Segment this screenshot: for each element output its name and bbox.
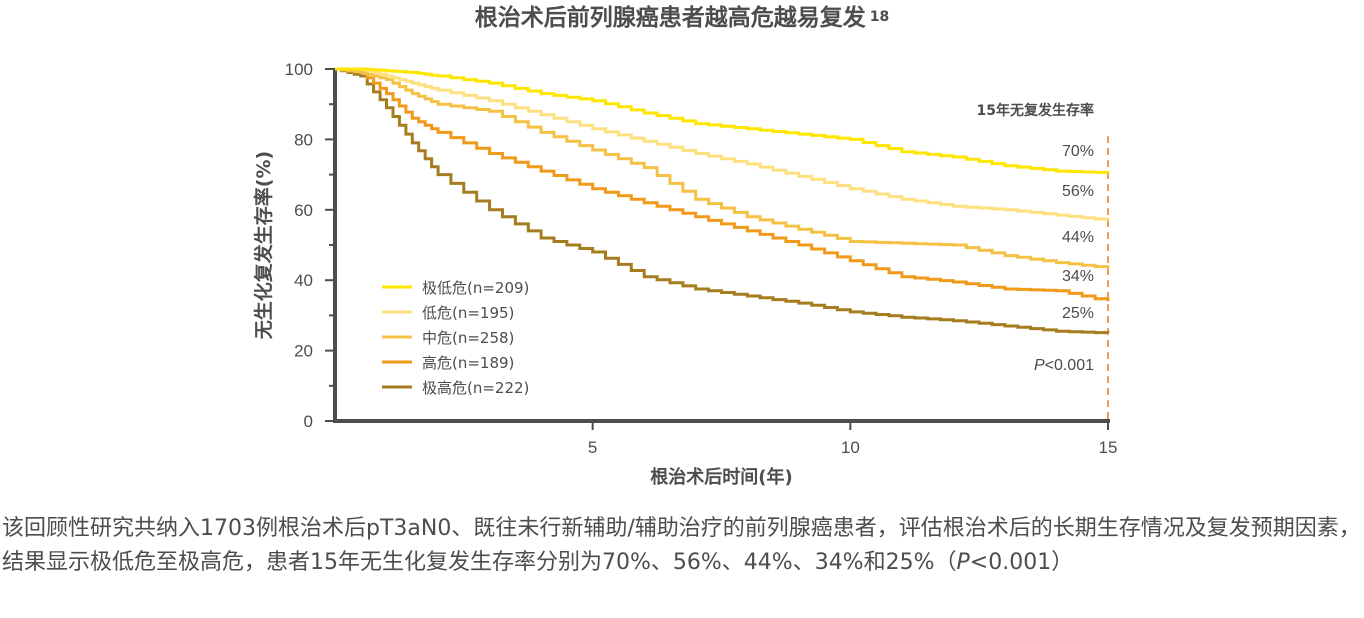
y-tick-label: 0 xyxy=(304,412,313,431)
end-label: 25% xyxy=(1062,305,1094,322)
caption-close-paren: ） xyxy=(1051,550,1074,575)
legend-label: 高危(n=189) xyxy=(422,354,514,372)
caption-text: 该回顾性研究共纳入1703例根治术后pT3aN0、既往未行新辅助/辅助治疗的前列… xyxy=(2,516,1361,575)
y-tick-label: 20 xyxy=(294,342,313,361)
title-text: 根治术后前列腺癌患者越高危越易复发 xyxy=(474,5,866,31)
kaplan-meier-chart: 0 20 40 60 80 100 5 10 15 根治术后时间(年) 无生化复发生存率(%) 15年… xyxy=(252,60,1118,488)
legend-label: 极低危(n=209) xyxy=(422,279,529,297)
y-tick-label: 60 xyxy=(294,201,313,220)
survival-curve xyxy=(335,67,1110,221)
legend-label: 极高危(n=222) xyxy=(422,379,529,397)
survival-curve xyxy=(335,67,1110,335)
end-label: 56% xyxy=(1062,183,1094,200)
end-label: 44% xyxy=(1062,229,1094,246)
y-tick-label: 40 xyxy=(294,271,313,290)
end-label: 70% xyxy=(1062,143,1094,160)
y-tick-label: 100 xyxy=(285,60,313,79)
p-value-letter: P xyxy=(1034,357,1045,374)
x-axis-label: 根治术后时间(年) xyxy=(650,466,792,488)
survival-curve xyxy=(335,67,1110,269)
legend-label: 中危(n=258) xyxy=(422,329,514,347)
y-axis-label: 无生化复发生存率(%) xyxy=(252,151,275,339)
survival-curve xyxy=(335,67,1110,302)
caption-p-letter: P xyxy=(956,550,970,575)
p-value-label: P<0.001 xyxy=(1034,357,1094,374)
figure-caption: 该回顾性研究共纳入1703例根治术后pT3aN0、既往未行新辅助/辅助治疗的前列… xyxy=(2,512,1362,580)
x-tick-label: 10 xyxy=(841,438,860,457)
end-label: 34% xyxy=(1062,268,1094,285)
survival-curve xyxy=(335,67,1110,174)
x-tick-label: 15 xyxy=(1099,438,1118,457)
y-tick-label: 80 xyxy=(294,130,313,149)
caption-p-value: <0.001 xyxy=(969,550,1052,575)
title-reference-superscript: 18 xyxy=(869,9,890,25)
end-label-header: 15年无复发生存率 xyxy=(977,102,1094,119)
x-tick-label: 5 xyxy=(588,438,597,457)
p-value-text: <0.001 xyxy=(1045,357,1094,374)
legend-label: 低危(n=195) xyxy=(422,304,514,322)
page-title: 根治术后前列腺癌患者越高危越易复发 18 xyxy=(0,0,1364,39)
